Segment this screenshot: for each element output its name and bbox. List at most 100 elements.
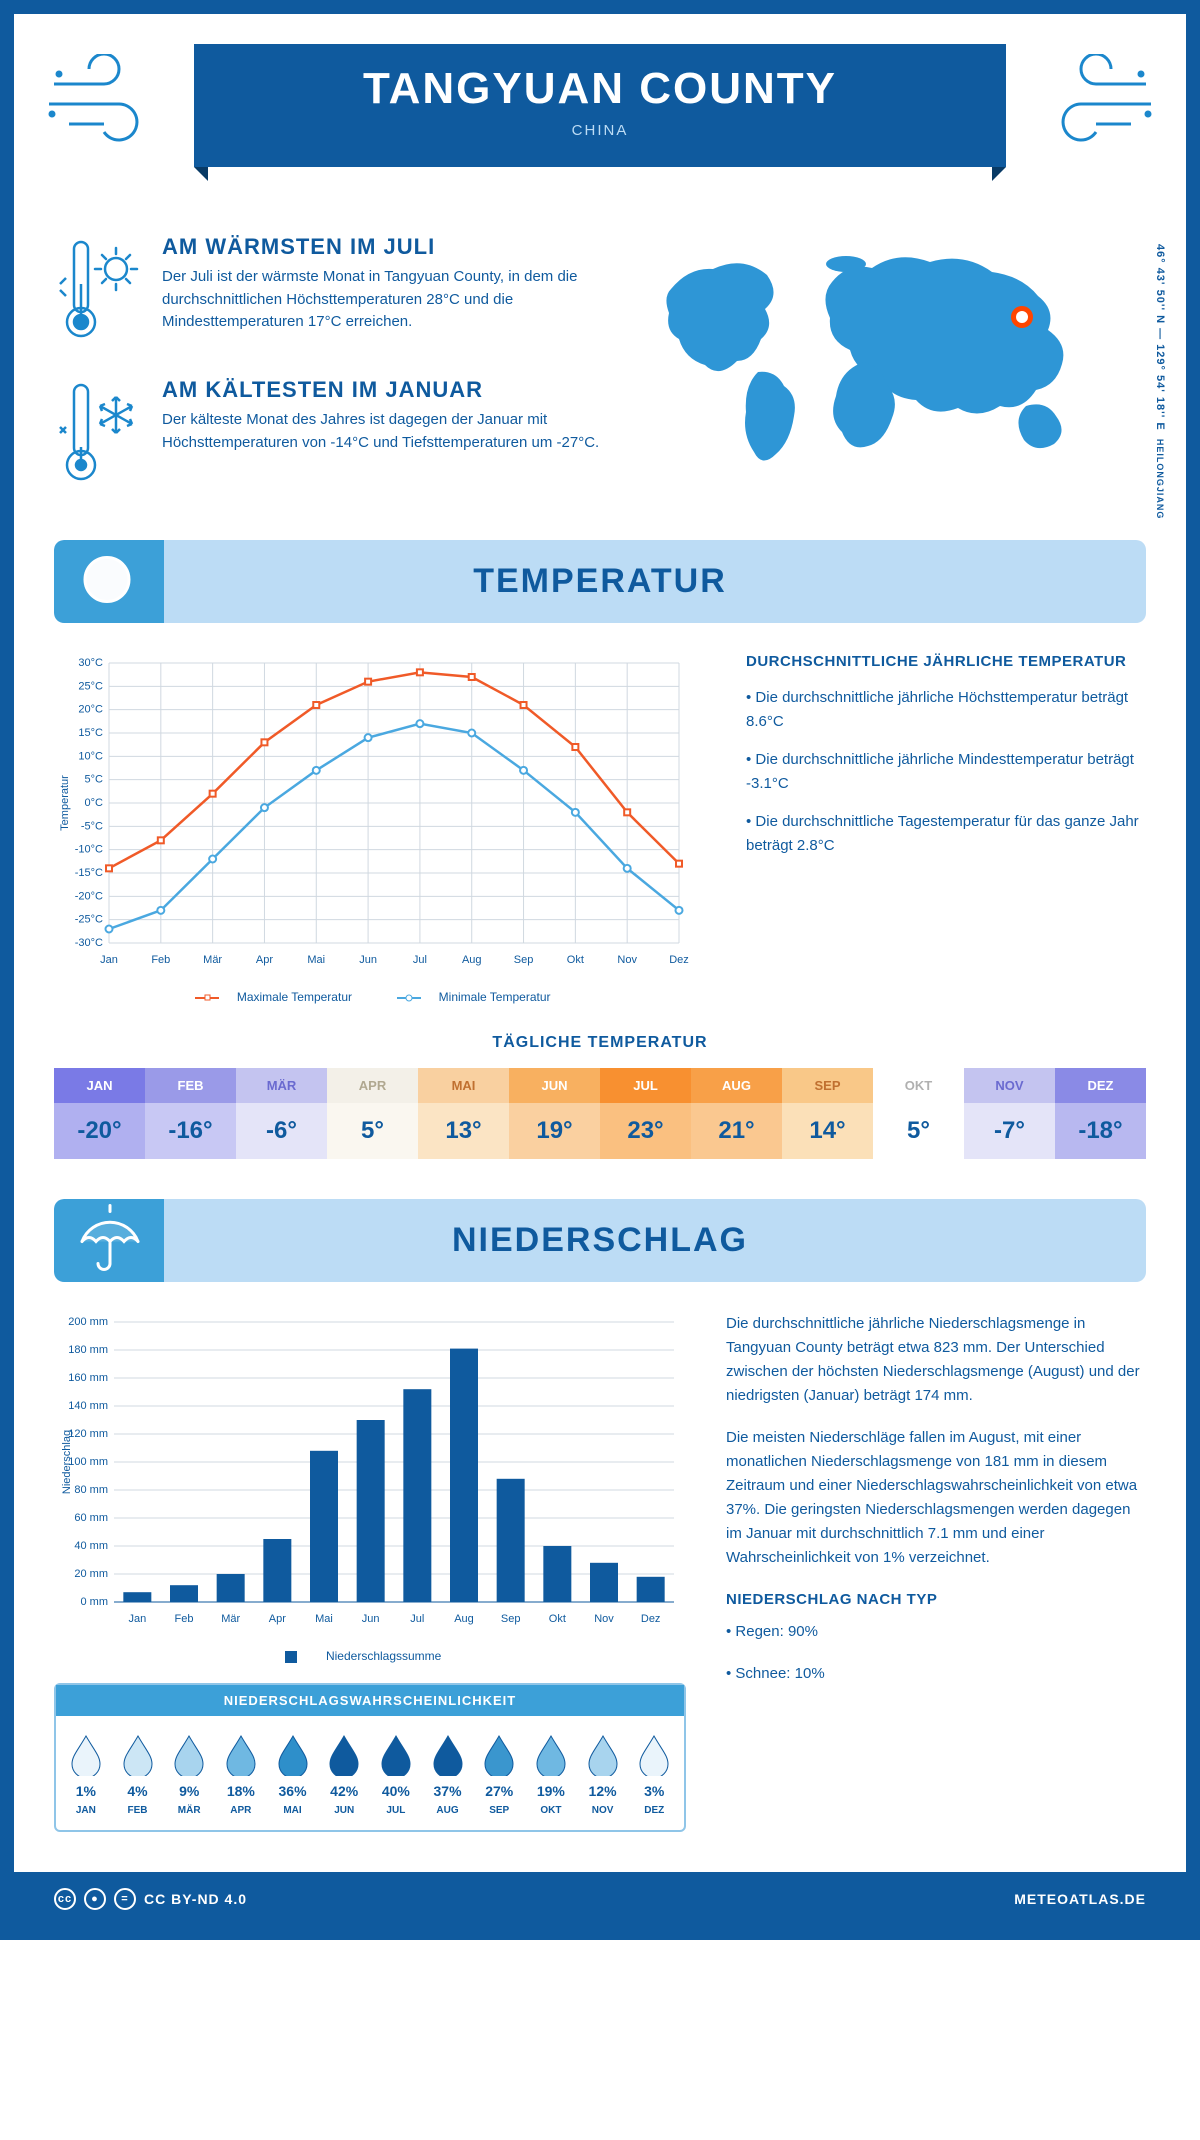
daily-cell: MAI13° [418,1068,509,1159]
sun-icon [72,544,142,619]
prob-cell: 19%OKT [525,1732,577,1816]
svg-text:Nov: Nov [617,954,637,966]
svg-text:160 mm: 160 mm [68,1372,108,1384]
svg-text:20 mm: 20 mm [74,1568,108,1580]
temp-summary-p3: • Die durchschnittliche Tagestemperatur … [746,810,1146,858]
page-title: TANGYUAN COUNTY [194,64,1006,114]
svg-text:Aug: Aug [454,1613,474,1625]
warmest-block: AM WÄRMSTEN IM JULI Der Juli ist der wär… [54,234,616,349]
daily-cell: APR5° [327,1068,418,1159]
prob-cell: 3%DEZ [628,1732,680,1816]
coldest-block: AM KÄLTESTEN IM JANUAR Der kälteste Mona… [54,377,616,492]
precip-legend: Niederschlagssumme [54,1649,686,1663]
daily-cell: OKT5° [873,1068,964,1159]
svg-text:180 mm: 180 mm [68,1344,108,1356]
section-temperature: TEMPERATUR [54,540,1146,623]
daily-cell: NOV-7° [964,1068,1055,1159]
daily-cell: MÄR-6° [236,1068,327,1159]
svg-text:200 mm: 200 mm [68,1316,108,1328]
umbrella-icon [72,1201,146,1280]
daily-cell: DEZ-18° [1055,1068,1146,1159]
prob-cell: 18%APR [215,1732,267,1816]
svg-text:Apr: Apr [269,1613,286,1625]
temperature-line-chart: 30°C25°C20°C15°C10°C5°C0°C-5°C-10°C-15°C… [54,653,706,1004]
precip-type-heading: NIEDERSCHLAG NACH TYP [726,1588,1146,1612]
svg-text:Feb: Feb [175,1613,194,1625]
svg-text:Feb: Feb [151,954,170,966]
svg-text:Okt: Okt [567,954,584,966]
svg-text:Sep: Sep [501,1613,521,1625]
prob-cell: 27%SEP [473,1732,525,1816]
daily-temp-grid: JAN-20°FEB-16°MÄR-6°APR5°MAI13°JUN19°JUL… [54,1068,1146,1159]
temp-summary-p2: • Die durchschnittliche jährliche Mindes… [746,748,1146,796]
svg-text:Dez: Dez [669,954,689,966]
prob-cell: 9%MÄR [163,1732,215,1816]
daily-temp-title: TÄGLICHE TEMPERATUR [54,1034,1146,1052]
prob-cell: 37%AUG [422,1732,474,1816]
svg-text:100 mm: 100 mm [68,1456,108,1468]
svg-text:-15°C: -15°C [75,867,103,879]
site-name: METEOATLAS.DE [1014,1891,1146,1907]
prob-cell: 36%MAI [267,1732,319,1816]
svg-text:Temperatur: Temperatur [59,775,71,831]
prob-cell: 4%FEB [112,1732,164,1816]
coordinates: 46° 43' 50'' N — 129° 54' 18'' E HEILONG… [1154,244,1166,519]
svg-text:Jun: Jun [362,1613,380,1625]
svg-text:Jul: Jul [410,1613,424,1625]
svg-text:140 mm: 140 mm [68,1400,108,1412]
svg-text:Okt: Okt [549,1613,566,1625]
prob-cell: 12%NOV [577,1732,629,1816]
svg-text:Niederschlag: Niederschlag [61,1430,73,1494]
svg-text:Dez: Dez [641,1613,661,1625]
cc-icon: cc [54,1888,76,1910]
svg-text:-30°C: -30°C [75,937,103,949]
svg-text:80 mm: 80 mm [74,1484,108,1496]
svg-text:Apr: Apr [256,954,273,966]
svg-text:20°C: 20°C [78,704,103,716]
svg-text:Mär: Mär [203,954,222,966]
title-banner: TANGYUAN COUNTY CHINA [194,44,1006,167]
section-precipitation: NIEDERSCHLAG [54,1199,1146,1282]
wind-icon [1036,54,1156,159]
svg-text:5°C: 5°C [85,774,104,786]
temp-legend: Maximale Temperatur Minimale Temperatur [54,990,706,1004]
footer: cc ● = CC BY-ND 4.0 METEOATLAS.DE [14,1872,1186,1926]
daily-cell: AUG21° [691,1068,782,1159]
warmest-body: Der Juli ist der wärmste Monat in Tangyu… [162,266,616,334]
svg-text:Aug: Aug [462,954,482,966]
thermometer-sun-icon [54,234,144,349]
svg-text:120 mm: 120 mm [68,1428,108,1440]
svg-text:0 mm: 0 mm [81,1596,109,1608]
precip-probability-box: NIEDERSCHLAGSWAHRSCHEINLICHKEIT 1%JAN4%F… [54,1683,686,1832]
license: cc ● = CC BY-ND 4.0 [54,1888,247,1910]
svg-text:Mai: Mai [307,954,325,966]
svg-text:-5°C: -5°C [81,820,103,832]
coldest-body: Der kälteste Monat des Jahres ist dagege… [162,409,616,454]
svg-text:Jun: Jun [359,954,377,966]
coldest-title: AM KÄLTESTEN IM JANUAR [162,377,616,403]
prob-cell: 40%JUL [370,1732,422,1816]
svg-text:-10°C: -10°C [75,844,103,856]
daily-cell: JUL23° [600,1068,691,1159]
prob-cell: 1%JAN [60,1732,112,1816]
precip-p1: Die durchschnittliche jährliche Niedersc… [726,1312,1146,1408]
svg-text:Nov: Nov [594,1613,614,1625]
prob-cell: 42%JUN [318,1732,370,1816]
page-subtitle: CHINA [194,122,1006,139]
svg-text:15°C: 15°C [78,727,103,739]
svg-text:Sep: Sep [514,954,534,966]
precip-p2: Die meisten Niederschläge fallen im Augu… [726,1426,1146,1570]
svg-text:Mai: Mai [315,1613,333,1625]
warmest-title: AM WÄRMSTEN IM JULI [162,234,616,260]
location-marker-icon [1011,306,1033,328]
daily-cell: SEP14° [782,1068,873,1159]
nd-icon: = [114,1888,136,1910]
svg-text:25°C: 25°C [78,680,103,692]
svg-text:30°C: 30°C [78,657,103,669]
temp-summary-p1: • Die durchschnittliche jährliche Höchst… [746,686,1146,734]
by-icon: ● [84,1888,106,1910]
svg-text:40 mm: 40 mm [74,1540,108,1552]
precip-type2: • Schnee: 10% [726,1662,1146,1686]
svg-text:Jan: Jan [100,954,118,966]
svg-text:-20°C: -20°C [75,890,103,902]
